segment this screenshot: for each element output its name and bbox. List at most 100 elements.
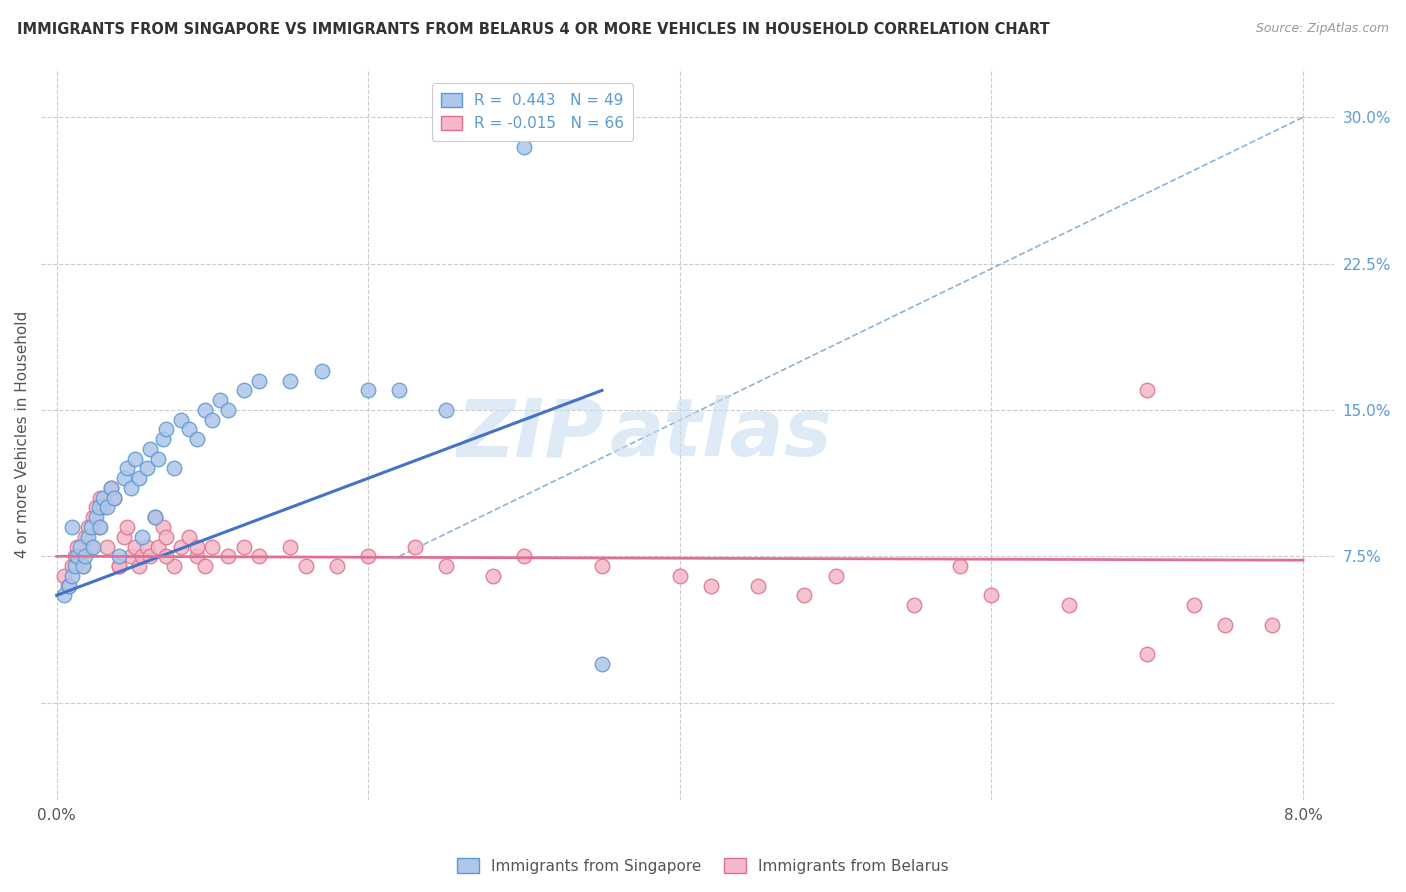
Point <box>201 540 224 554</box>
Point <box>155 549 177 564</box>
Point <box>824 568 846 582</box>
Point <box>217 549 239 564</box>
Point <box>1136 384 1159 398</box>
Point <box>89 520 111 534</box>
Point <box>87 500 110 515</box>
Point <box>87 520 110 534</box>
Point <box>84 500 107 515</box>
Point <box>93 500 115 515</box>
Point <box>162 559 184 574</box>
Legend: Immigrants from Singapore, Immigrants from Belarus: Immigrants from Singapore, Immigrants fr… <box>451 852 955 880</box>
Point <box>170 413 193 427</box>
Point <box>143 510 166 524</box>
Point <box>194 403 217 417</box>
Point <box>66 549 89 564</box>
Point <box>1213 617 1236 632</box>
Point <box>591 559 613 574</box>
Point <box>76 520 98 534</box>
Point <box>949 559 972 574</box>
Point <box>115 520 138 534</box>
Point <box>56 578 79 592</box>
Point <box>128 471 150 485</box>
Point <box>112 471 135 485</box>
Point <box>793 588 815 602</box>
Point <box>128 559 150 574</box>
Point <box>76 530 98 544</box>
Point <box>100 481 122 495</box>
Point <box>65 549 87 564</box>
Text: ZIP: ZIP <box>456 395 603 474</box>
Point <box>513 139 536 153</box>
Point <box>53 588 76 602</box>
Point <box>152 520 174 534</box>
Point <box>247 374 270 388</box>
Point <box>121 549 143 564</box>
Point <box>295 559 318 574</box>
Point <box>513 549 536 564</box>
Point <box>152 432 174 446</box>
Point <box>60 568 83 582</box>
Point <box>162 461 184 475</box>
Point <box>280 540 302 554</box>
Point <box>669 568 692 582</box>
Point <box>194 559 217 574</box>
Point <box>82 510 104 524</box>
Text: Source: ZipAtlas.com: Source: ZipAtlas.com <box>1256 22 1389 36</box>
Point <box>108 549 131 564</box>
Point <box>131 549 153 564</box>
Point <box>82 540 104 554</box>
Point <box>58 578 80 592</box>
Point <box>591 657 613 671</box>
Point <box>103 491 125 505</box>
Point <box>65 559 87 574</box>
Point <box>72 559 94 574</box>
Point <box>143 510 166 524</box>
Point <box>434 403 457 417</box>
Point <box>103 491 125 505</box>
Point <box>155 422 177 436</box>
Point <box>80 520 103 534</box>
Point <box>186 540 208 554</box>
Point <box>217 403 239 417</box>
Point <box>53 568 76 582</box>
Point <box>404 540 426 554</box>
Point <box>201 413 224 427</box>
Text: atlas: atlas <box>610 395 832 474</box>
Point <box>357 549 380 564</box>
Point <box>100 481 122 495</box>
Point <box>1261 617 1284 632</box>
Point <box>139 442 162 456</box>
Point <box>326 559 349 574</box>
Point <box>179 422 201 436</box>
Point <box>247 549 270 564</box>
Legend: R =  0.443   N = 49, R = -0.015   N = 66: R = 0.443 N = 49, R = -0.015 N = 66 <box>432 84 634 141</box>
Point <box>69 540 91 554</box>
Point <box>155 530 177 544</box>
Point <box>311 364 333 378</box>
Point <box>357 384 380 398</box>
Point <box>66 540 89 554</box>
Point <box>108 559 131 574</box>
Point <box>146 451 169 466</box>
Point <box>434 559 457 574</box>
Point <box>903 598 925 612</box>
Text: IMMIGRANTS FROM SINGAPORE VS IMMIGRANTS FROM BELARUS 4 OR MORE VEHICLES IN HOUSE: IMMIGRANTS FROM SINGAPORE VS IMMIGRANTS … <box>17 22 1050 37</box>
Point <box>139 549 162 564</box>
Point <box>1059 598 1081 612</box>
Point <box>1136 647 1159 661</box>
Point <box>146 540 169 554</box>
Point <box>73 530 96 544</box>
Point <box>60 520 83 534</box>
Point <box>136 461 159 475</box>
Point <box>89 491 111 505</box>
Point <box>186 549 208 564</box>
Y-axis label: 4 or more Vehicles in Household: 4 or more Vehicles in Household <box>15 310 30 558</box>
Point <box>1182 598 1205 612</box>
Point <box>115 461 138 475</box>
Point <box>121 481 143 495</box>
Point <box>388 384 411 398</box>
Point <box>980 588 1002 602</box>
Point <box>179 530 201 544</box>
Point <box>232 384 254 398</box>
Point <box>280 374 302 388</box>
